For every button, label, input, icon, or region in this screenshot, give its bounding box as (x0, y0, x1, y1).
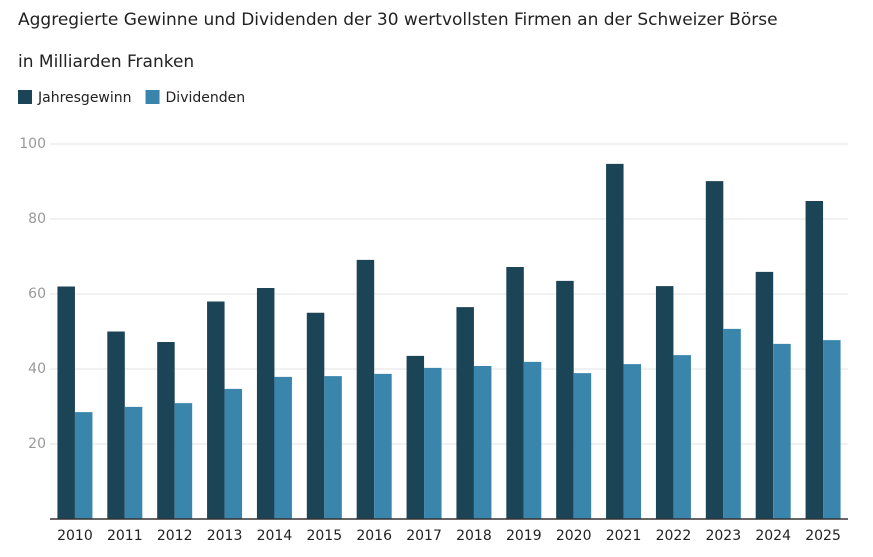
x-tick-label: 2020 (556, 528, 592, 544)
bar (157, 342, 175, 519)
x-tick-label: 2012 (157, 528, 193, 544)
bar (805, 201, 824, 519)
x-tick-label: 2023 (705, 528, 741, 544)
bar (823, 340, 841, 519)
bar (107, 331, 125, 519)
y-tick-label: 60 (28, 286, 46, 302)
legend-swatch (18, 90, 32, 104)
bar (655, 286, 674, 519)
x-tick-label: 2022 (656, 528, 692, 544)
bar (306, 312, 325, 519)
x-tick-label: 2015 (306, 528, 342, 544)
x-tick-label: 2017 (406, 528, 442, 544)
y-tick-label: 100 (19, 136, 46, 152)
x-tick-label: 2018 (456, 528, 492, 544)
bar (174, 403, 193, 519)
bar (356, 259, 375, 519)
x-tick-label: 2014 (257, 528, 293, 544)
bar (573, 373, 592, 519)
y-tick-label: 20 (28, 436, 46, 452)
x-tick-label: 2019 (506, 528, 542, 544)
bar (256, 288, 275, 519)
bar (705, 181, 724, 519)
legend-label: Dividenden (166, 90, 246, 106)
bar (556, 280, 574, 519)
x-tick-label: 2025 (805, 528, 841, 544)
bar (755, 271, 774, 519)
bar (473, 366, 492, 519)
chart-title: Aggregierte Gewinne und Dividenden der 3… (18, 10, 778, 30)
bar (424, 367, 442, 519)
bar (456, 307, 474, 519)
bar (324, 376, 342, 519)
y-tick-label: 80 (28, 211, 46, 227)
bar (274, 376, 292, 519)
bar (74, 412, 93, 519)
x-tick-label: 2013 (207, 528, 243, 544)
bar (773, 343, 791, 519)
x-tick-label: 2011 (107, 528, 143, 544)
y-tick-label: 40 (28, 361, 46, 377)
bar (374, 373, 392, 519)
bar (57, 286, 75, 519)
chart-subtitle: in Milliarden Franken (18, 52, 194, 72)
bar (224, 388, 243, 519)
bar (406, 355, 425, 519)
x-tick-label: 2024 (755, 528, 791, 544)
bar (506, 267, 524, 519)
bar (623, 364, 642, 519)
x-tick-label: 2016 (356, 528, 392, 544)
bar (723, 328, 741, 519)
x-tick-label: 2021 (606, 528, 642, 544)
legend-swatch (145, 90, 160, 104)
bar (673, 355, 691, 519)
bar (523, 361, 542, 519)
bar (606, 163, 624, 519)
x-tick-label: 2010 (57, 528, 93, 544)
legend-label: Jahresgewinn (37, 90, 132, 106)
bar (207, 301, 225, 519)
bar (124, 406, 143, 519)
